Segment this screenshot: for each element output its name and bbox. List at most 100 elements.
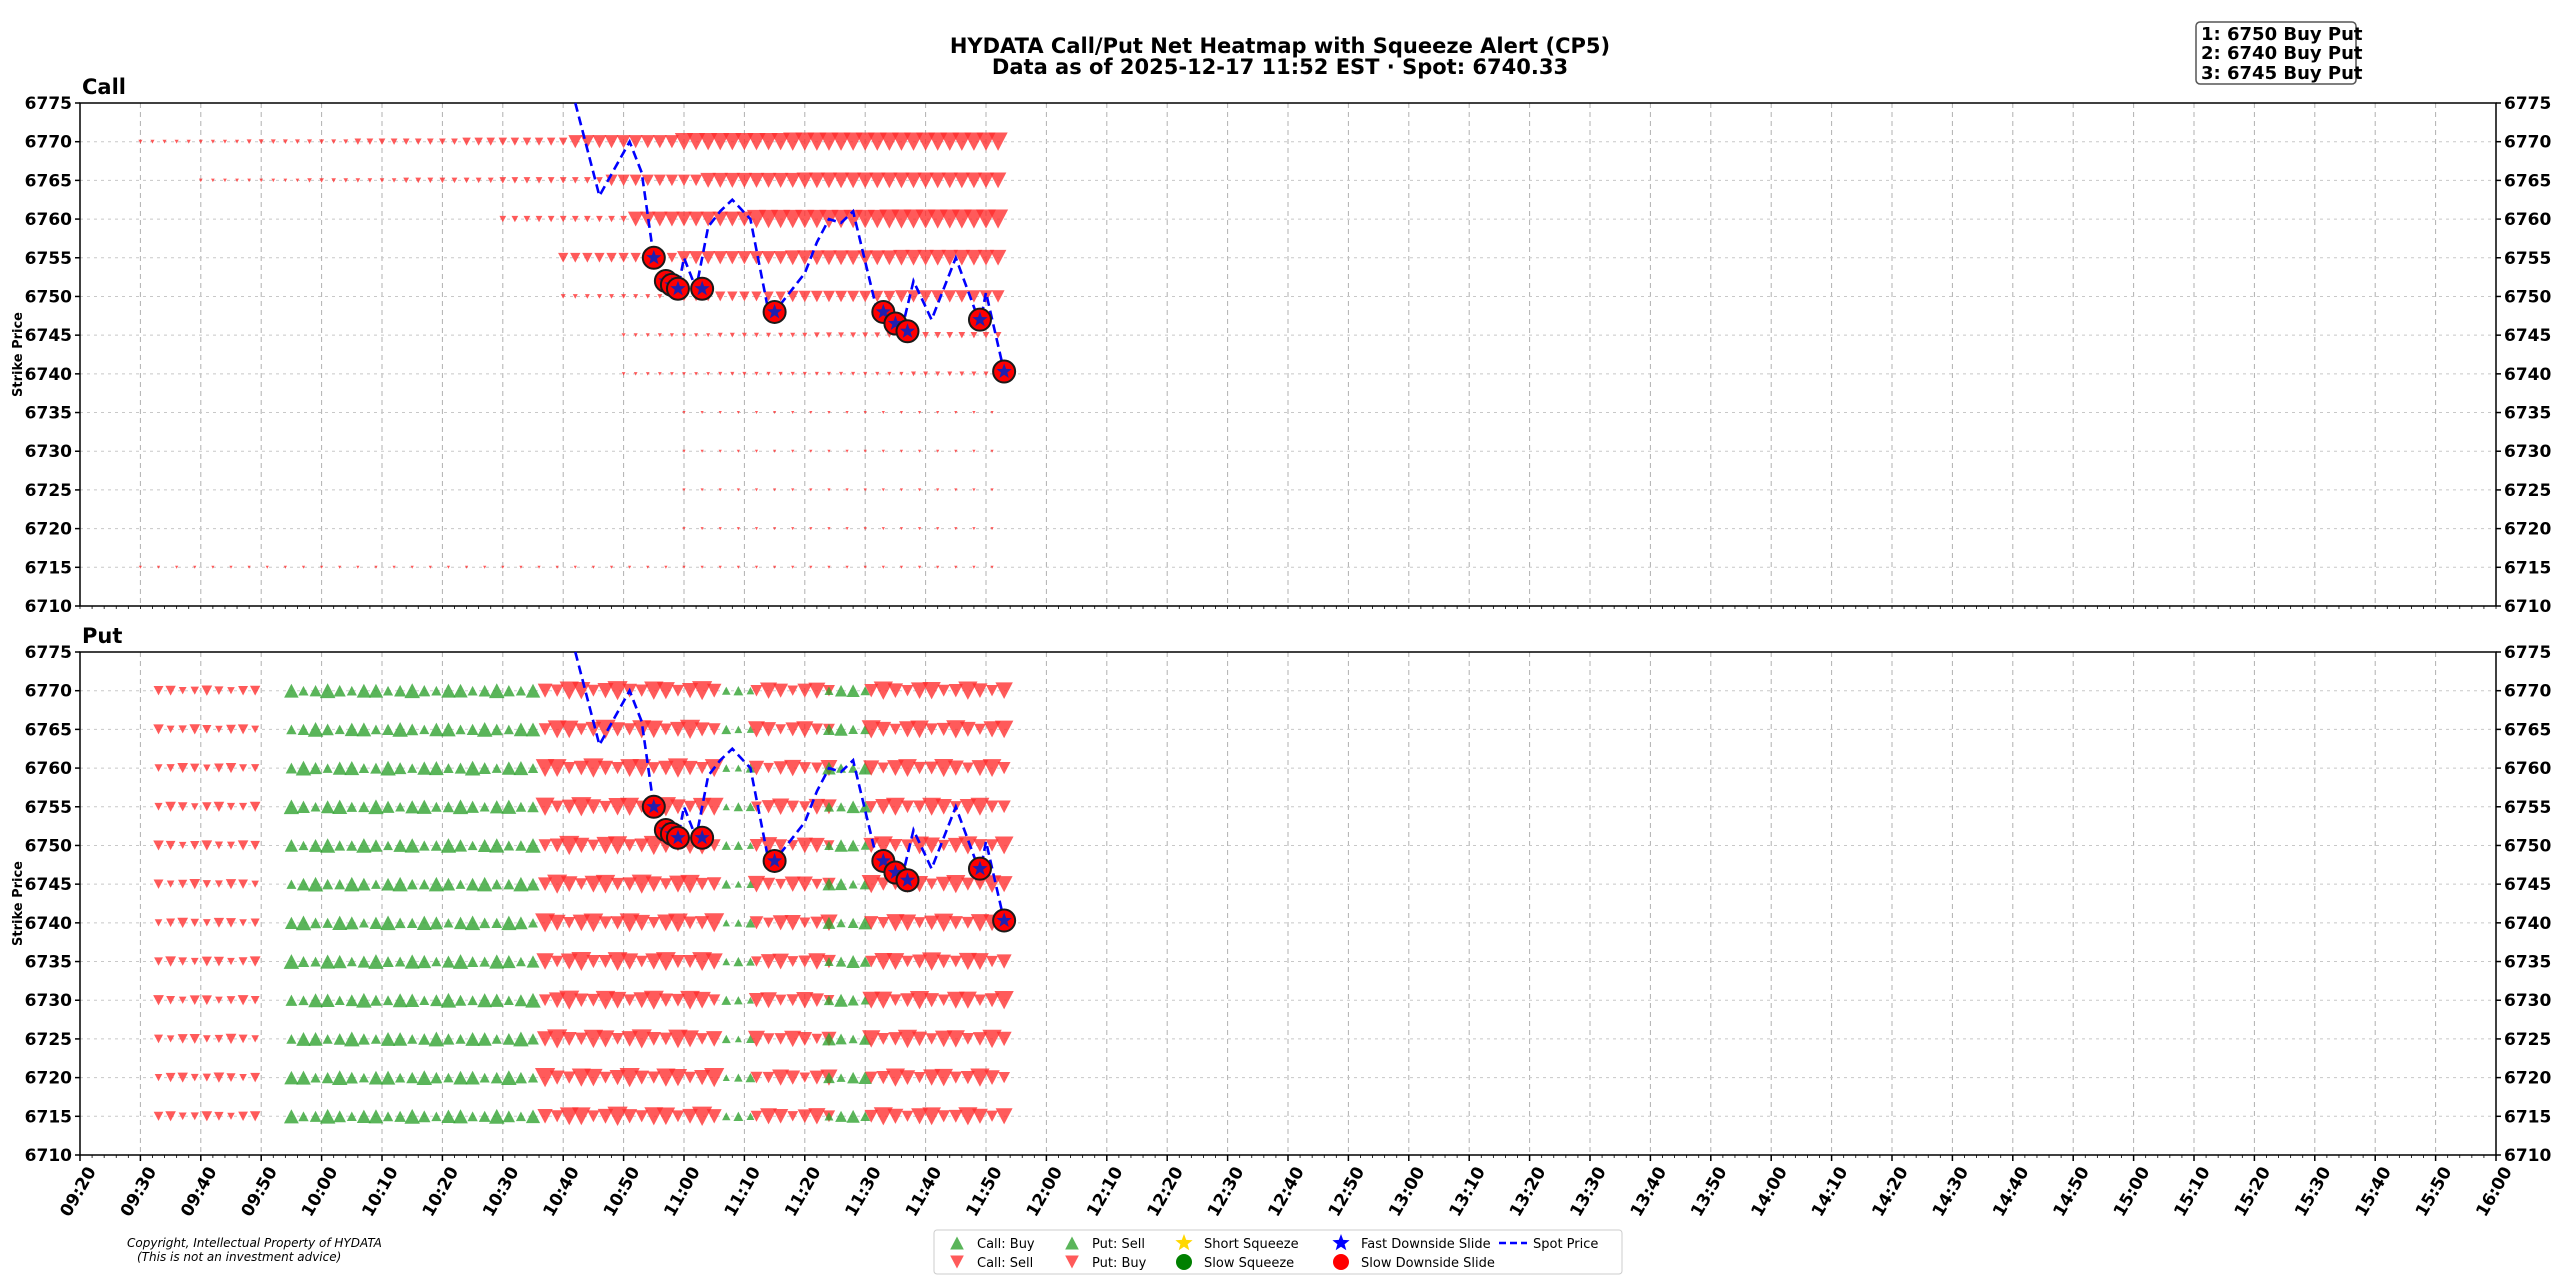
y-tick-label: 6710 <box>25 1146 72 1166</box>
heatmap-marker <box>664 135 679 149</box>
heatmap-marker <box>809 565 813 569</box>
x-tick-label: 11:30 <box>842 1163 886 1220</box>
heatmap-marker <box>722 803 730 811</box>
heatmap-marker <box>574 993 589 1007</box>
legend-label: Call: Sell <box>977 1256 1033 1271</box>
heatmap-marker <box>824 1112 834 1121</box>
heatmap-marker <box>835 1033 847 1045</box>
heatmap-marker <box>370 1034 382 1044</box>
heatmap-marker <box>811 762 823 774</box>
heatmap-marker <box>222 139 227 144</box>
slide-star-marker <box>899 323 916 338</box>
heatmap-marker <box>201 840 213 851</box>
heatmap-marker <box>682 1108 698 1124</box>
heatmap-marker <box>900 800 915 814</box>
heatmap-marker <box>754 527 759 531</box>
slide-star-marker <box>767 852 783 868</box>
heatmap-marker <box>572 682 591 700</box>
heatmap-marker <box>646 565 650 569</box>
heatmap-marker <box>847 290 860 303</box>
heatmap-marker <box>733 1111 744 1121</box>
heatmap-marker <box>297 956 310 968</box>
heatmap-marker <box>691 1106 713 1126</box>
heatmap-marker <box>403 177 410 184</box>
heatmap-marker <box>282 139 288 145</box>
heatmap-marker <box>988 209 1009 229</box>
heatmap-marker <box>736 449 740 453</box>
heatmap-marker <box>296 1070 311 1085</box>
heatmap-marker <box>558 137 568 146</box>
x-tick-label: 13:00 <box>1385 1163 1429 1220</box>
y-tick-label-right: 6740 <box>2504 365 2551 385</box>
heatmap-marker <box>344 876 360 892</box>
heatmap-marker <box>620 797 640 816</box>
heatmap-marker <box>259 178 264 183</box>
heatmap-marker <box>286 1034 297 1044</box>
heatmap-marker <box>214 1034 224 1044</box>
heatmap-marker <box>514 994 528 1007</box>
heatmap-marker <box>501 1070 517 1086</box>
heatmap-marker <box>644 720 663 739</box>
heatmap-marker <box>345 994 359 1007</box>
heatmap-marker <box>165 801 176 812</box>
heatmap-marker <box>235 139 240 144</box>
heatmap-marker <box>846 1109 860 1123</box>
heatmap-marker <box>547 1029 568 1049</box>
heatmap-marker <box>308 1032 323 1046</box>
heatmap-marker <box>748 172 765 188</box>
heatmap-marker <box>922 681 941 700</box>
heatmap-marker <box>754 565 759 569</box>
heatmap-marker <box>730 371 735 376</box>
heatmap-marker <box>595 874 616 894</box>
heatmap-marker <box>915 132 936 151</box>
heatmap-marker <box>867 132 887 151</box>
heatmap-marker <box>881 565 885 569</box>
heatmap-marker <box>465 1070 480 1085</box>
heatmap-marker <box>934 1030 953 1048</box>
heatmap-marker <box>695 916 710 930</box>
heatmap-marker <box>178 957 188 966</box>
heatmap-marker <box>428 565 432 569</box>
heatmap-marker <box>368 683 384 698</box>
heatmap-marker <box>250 996 260 1005</box>
heatmap-marker <box>760 992 777 1009</box>
heatmap-marker <box>994 720 1014 739</box>
heatmap-marker <box>370 762 382 774</box>
heatmap-marker <box>309 684 322 697</box>
heatmap-marker <box>561 799 577 814</box>
heatmap-marker <box>442 801 455 813</box>
heatmap-marker <box>864 916 879 930</box>
heatmap-marker <box>810 290 823 303</box>
heatmap-marker <box>571 177 579 184</box>
heatmap-marker <box>936 449 940 453</box>
heatmap-marker <box>515 685 527 696</box>
x-tick-label: 14:20 <box>1868 1163 1912 1220</box>
panel-title: Call <box>82 75 126 99</box>
legend-label: Short Squeeze <box>1204 1237 1299 1252</box>
heatmap-marker <box>943 290 957 303</box>
heatmap-marker <box>358 1072 369 1083</box>
legend-item: Put: Sell <box>1065 1236 1145 1252</box>
heatmap-marker <box>510 137 520 146</box>
heatmap-marker <box>189 1033 200 1044</box>
heatmap-marker <box>771 132 790 151</box>
heatmap-marker <box>418 840 430 851</box>
heatmap-marker <box>392 1032 408 1046</box>
heatmap-marker <box>721 724 732 735</box>
heatmap-marker <box>284 839 299 852</box>
heatmap-marker <box>961 877 975 891</box>
heatmap-marker <box>676 211 692 227</box>
heatmap-marker <box>417 954 432 969</box>
heatmap-marker <box>746 957 755 966</box>
heatmap-marker <box>965 172 983 189</box>
heatmap-marker <box>843 209 863 229</box>
heatmap-marker <box>898 759 917 778</box>
heatmap-marker <box>479 917 491 929</box>
heatmap-marker <box>913 761 927 775</box>
heatmap-marker <box>583 913 604 933</box>
heatmap-marker <box>559 1107 579 1126</box>
heatmap-marker <box>226 1073 236 1082</box>
x-tick-label: 11:20 <box>781 1163 825 1220</box>
heatmap-marker <box>874 991 893 1009</box>
heatmap-marker <box>922 331 929 339</box>
